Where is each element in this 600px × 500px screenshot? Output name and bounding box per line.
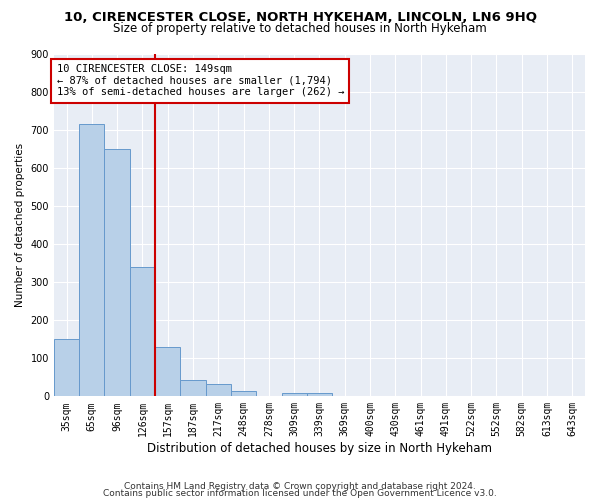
Bar <box>54 340 79 396</box>
Bar <box>181 380 206 396</box>
Bar <box>231 392 256 396</box>
Bar <box>79 124 104 396</box>
Text: 10 CIRENCESTER CLOSE: 149sqm
← 87% of detached houses are smaller (1,794)
13% of: 10 CIRENCESTER CLOSE: 149sqm ← 87% of de… <box>56 64 344 98</box>
X-axis label: Distribution of detached houses by size in North Hykeham: Distribution of detached houses by size … <box>147 442 492 455</box>
Text: 10, CIRENCESTER CLOSE, NORTH HYKEHAM, LINCOLN, LN6 9HQ: 10, CIRENCESTER CLOSE, NORTH HYKEHAM, LI… <box>64 11 536 24</box>
Text: Contains HM Land Registry data © Crown copyright and database right 2024.: Contains HM Land Registry data © Crown c… <box>124 482 476 491</box>
Bar <box>206 384 231 396</box>
Bar <box>130 267 155 396</box>
Bar <box>104 149 130 396</box>
Bar <box>155 347 181 397</box>
Text: Contains public sector information licensed under the Open Government Licence v3: Contains public sector information licen… <box>103 490 497 498</box>
Y-axis label: Number of detached properties: Number of detached properties <box>15 143 25 307</box>
Bar <box>307 392 332 396</box>
Text: Size of property relative to detached houses in North Hykeham: Size of property relative to detached ho… <box>113 22 487 35</box>
Bar <box>281 392 307 396</box>
